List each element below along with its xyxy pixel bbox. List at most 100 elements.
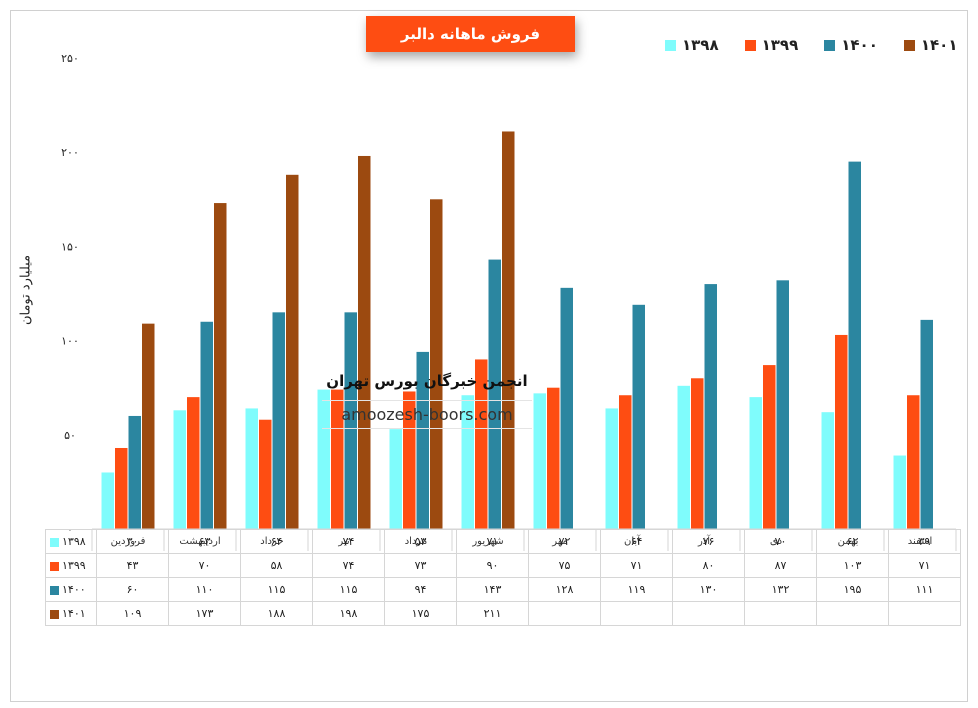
table-cell [816,601,889,626]
table-row-label: ۱۳۹۹ [62,559,86,572]
bar [259,419,272,529]
table-cell [600,601,673,626]
bar [344,312,357,529]
bar [533,393,546,529]
bar [214,203,227,529]
table-cell: ۱۲۸ [528,577,601,602]
table-row: ۱۴۰۰ ۶۰ ۱۱۰ ۱۱۵ ۱۱۵ ۹۴ ۱۴۳ ۱۲۸ ۱۱۹ ۱۳۰ ۱۳۲ ۱۹۵ ۱۱۱ [45,577,961,602]
table-row-swatch [50,585,59,595]
bar [115,447,128,529]
table-cell: ۱۰۳ [816,553,889,578]
table-cell: ۲۱۱ [456,601,529,626]
bar [389,429,402,529]
chart-title: فروش ماهانه دالبر [366,16,575,52]
legend-label-1401: ۱۴۰۱ [920,36,958,54]
bar [691,378,704,529]
legend-label-1400: ۱۴۰۰ [841,36,878,54]
bar [101,472,114,529]
table-cell: ۶۰ [96,577,169,602]
bar [187,397,200,529]
bar [475,359,488,529]
bar [286,174,299,530]
table-cell: ۳۹ [888,529,961,554]
table-cell: ۶۲ [816,529,889,554]
legend: ۱۳۹۸ ۱۳۹۹ ۱۴۰۰ ۱۴۰۱ [665,36,958,54]
data-table: ۱۳۹۸ ۳۰ ۶۳ ۶۴ ۷۴ ۵۳ ۷۱ ۷۲ ۶۴ ۷۶ ۷۰ ۶۲ ۳۹ ۱۳۹۹ ۴۳ ۷۰ ۵۸ ۷۴… [45,529,961,626]
table-cell: ۷۲ [528,529,601,554]
bar [200,321,213,529]
y-tick-label: ۱۰۰ [61,335,79,348]
bar [331,389,344,529]
table-cell: ۷۰ [168,553,241,578]
y-tick-label: ۵۰ [64,429,76,442]
table-cell: ۱۷۳ [168,601,241,626]
bar [416,351,429,529]
table-cell: ۱۴۳ [456,577,529,602]
table-cell [672,601,745,626]
table-cell: ۷۴ [312,553,385,578]
bar [245,408,258,529]
table-cell: ۷۴ [312,529,385,554]
bar [560,287,573,529]
bar [488,259,501,529]
table-row: ۱۳۹۸ ۳۰ ۶۳ ۶۴ ۷۴ ۵۳ ۷۱ ۷۲ ۶۴ ۷۶ ۷۰ ۶۲ ۳۹ [45,529,961,554]
y-tick-label: ۲۰۰ [61,146,79,159]
table-row-label: ۱۴۰۰ [62,583,86,596]
table-cell: ۱۹۸ [312,601,385,626]
legend-swatch-1401 [903,39,915,51]
bar [502,131,515,529]
legend-item-1399: ۱۳۹۹ [744,36,799,54]
bar [173,410,186,529]
legend-label-1398: ۱۳۹۸ [682,36,719,54]
table-cell: ۷۵ [528,553,601,578]
table-cell: ۱۱۹ [600,577,673,602]
legend-label-1399: ۱۳۹۹ [761,36,799,54]
table-cell: ۸۰ [672,553,745,578]
table-cell: ۱۸۸ [240,601,313,626]
bar [763,365,776,529]
bar [317,389,330,529]
table-row-label: ۱۴۰۱ [62,607,86,620]
table-cell: ۷۱ [888,553,961,578]
bar [547,387,560,529]
table-row-swatch [50,609,59,619]
table-cell: ۱۷۵ [384,601,457,626]
table-cell: ۱۱۱ [888,577,961,602]
bar [776,280,789,529]
bar [907,395,920,529]
legend-item-1400: ۱۴۰۰ [824,36,878,54]
table-cell: ۳۰ [96,529,169,554]
bar [749,397,762,529]
bar [272,312,285,529]
table-row-header: ۱۴۰۰ [45,577,97,602]
table-cell: ۵۸ [240,553,313,578]
bar [821,412,834,529]
table-row: ۱۳۹۹ ۴۳ ۷۰ ۵۸ ۷۴ ۷۳ ۹۰ ۷۵ ۷۱ ۸۰ ۸۷ ۱۰۳ ۷۱ [45,553,961,578]
table-cell [744,601,817,626]
bar [835,334,848,529]
table-cell [888,601,961,626]
legend-swatch-1400 [824,39,836,51]
watermark-title: انجمن خبرگان بورس تهران [326,372,528,390]
table-cell: ۱۰۹ [96,601,169,626]
table-cell: ۷۳ [384,553,457,578]
table-cell: ۴۳ [96,553,169,578]
legend-swatch-1398 [665,39,676,51]
bar [128,415,141,529]
table-cell: ۶۳ [168,529,241,554]
table-cell: ۹۰ [456,553,529,578]
table-cell: ۶۴ [600,529,673,554]
table-row-swatch [50,537,59,547]
bar [848,161,861,529]
table-row-header: ۱۳۹۹ [45,553,97,578]
legend-swatch-1399 [744,39,756,51]
table-cell: ۱۱۰ [168,577,241,602]
table-cell: ۱۱۵ [312,577,385,602]
table-cell: ۷۱ [600,553,673,578]
table-cell: ۱۳۰ [672,577,745,602]
bar [893,455,906,529]
bar [403,391,416,529]
table-cell: ۷۶ [672,529,745,554]
table-cell: ۸۷ [744,553,817,578]
table-cell: ۱۱۵ [240,577,313,602]
